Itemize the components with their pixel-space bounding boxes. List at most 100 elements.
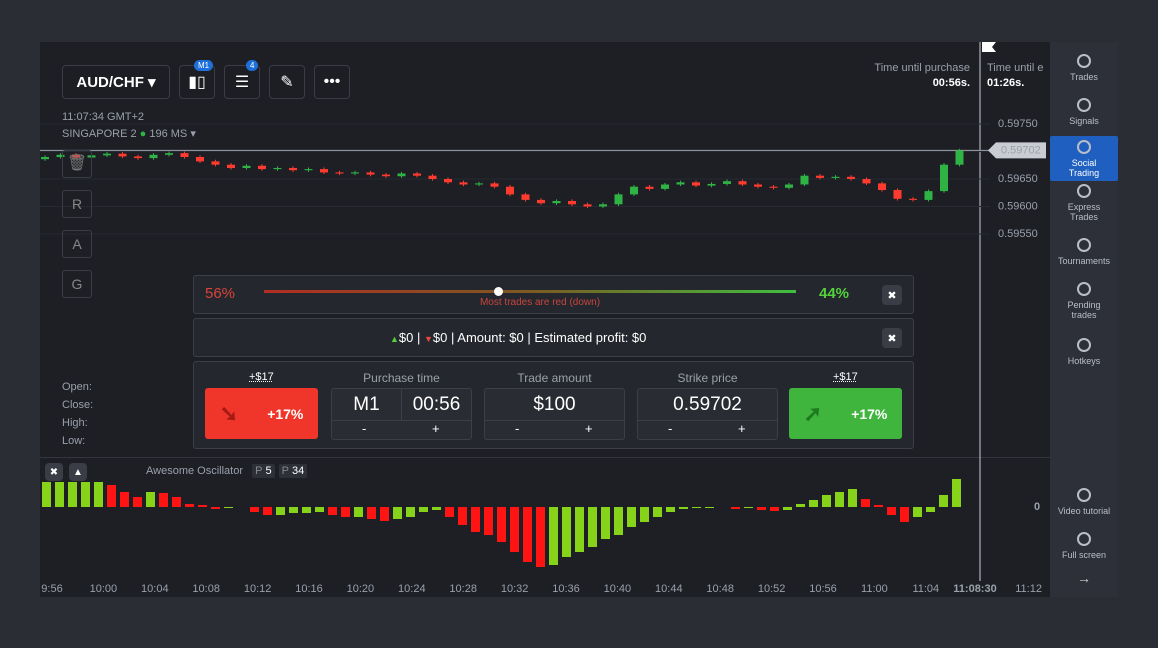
oscillator-bar (731, 507, 740, 509)
indicators[interactable]: ☰ (224, 65, 260, 99)
oscillator-bar (913, 507, 922, 517)
y-tick-label: 0.59750 (998, 118, 1038, 130)
sidebar-label: Signals (1069, 116, 1099, 126)
title: Awesome Oscillator (146, 465, 243, 477)
candle-body (149, 154, 158, 159)
candle-body (754, 184, 762, 187)
ohlc-label: Open: (62, 381, 92, 393)
x-tick-label: 10:32 (501, 583, 529, 595)
time-input[interactable]: M1 00:56 - + (331, 388, 472, 440)
pair-select[interactable]: AUD/CHF ▾ (62, 65, 170, 99)
candle-body (521, 194, 530, 200)
candle-body (428, 175, 437, 179)
oscillator-bar (341, 507, 350, 517)
tool-button[interactable]: A (62, 230, 92, 258)
candle-body (289, 168, 297, 171)
plus[interactable]: + (738, 421, 746, 436)
icon (1077, 532, 1091, 546)
time: 11:07:34 GMT+2 (62, 111, 145, 123)
sidebar-item[interactable]: Tournaments (1050, 234, 1118, 269)
timer: Time until e 01:26s. (987, 62, 1049, 89)
oscillator-bar (510, 507, 519, 552)
trash[interactable]: 🗑 (62, 150, 92, 178)
oscillator-bar (601, 507, 610, 539)
oscillator-bar (874, 505, 883, 507)
sidebar-item[interactable]: Social Trading (1050, 136, 1118, 181)
candle-body (537, 199, 545, 204)
more[interactable]: ••• (314, 65, 350, 99)
trade-panel: +$17 ➘ +17% Purchase time M1 00:56 - + Tra… (193, 361, 914, 449)
server: SINGAPORE 2 (62, 128, 137, 140)
oscillator-bar (458, 507, 467, 525)
sentiment-bar (264, 287, 796, 296)
candle-body (645, 186, 654, 189)
oscillator-bar (666, 507, 675, 512)
candle-body (676, 182, 685, 185)
oscillator-bar (900, 507, 909, 522)
oscillator-bar (55, 482, 64, 507)
minus[interactable]: - (362, 421, 367, 436)
candle-body (707, 183, 716, 186)
oscillator-bar (198, 505, 207, 507)
sidebar-item[interactable]: Signals (1050, 94, 1118, 129)
minus[interactable]: - (515, 421, 520, 436)
time: 00:56 (412, 394, 461, 415)
sidebar: Trades Signals Social Trading Express Trade… (1050, 42, 1118, 597)
sidebar-label: Tournaments (1057, 256, 1111, 266)
pair: AUD/CHF (76, 73, 144, 91)
candle-body (103, 153, 111, 156)
candle-body (955, 150, 964, 165)
amount-input[interactable]: $100 - + (484, 388, 625, 440)
down-amount: $0 (432, 330, 448, 345)
x-tick-label: 10:52 (758, 583, 786, 595)
oscillator-bar (692, 507, 701, 508)
oscillator-bar (289, 507, 298, 513)
close-indicator[interactable]: ✖ (45, 463, 63, 481)
oscillator-bar (523, 507, 532, 562)
oscillator-bar (367, 507, 376, 519)
oscillator-bar (380, 507, 389, 521)
tool-button[interactable]: R (62, 190, 92, 218)
sidebar-item[interactable]: Trades (1050, 50, 1118, 85)
candle-body (909, 198, 917, 200)
oscillator-bar (328, 507, 337, 515)
ping: 196 MS (149, 128, 188, 140)
candle-body (165, 153, 173, 155)
close[interactable]: ✖ (882, 285, 902, 305)
buy-percent: +17% (851, 405, 888, 422)
sidebar-item[interactable]: Pending trades (1050, 278, 1118, 323)
plus[interactable]: + (432, 421, 440, 436)
sell-button[interactable]: ➘ +17% (205, 388, 318, 439)
sidebar-item[interactable]: Full screen (1050, 528, 1118, 563)
sidebar-item[interactable]: Video tutorial (1050, 484, 1118, 519)
oscillator-bar (354, 507, 363, 517)
icon (1077, 98, 1091, 112)
x-tick-label: 11:12 (1015, 583, 1042, 595)
x-tick-label: 10:20 (347, 583, 375, 595)
x-tick-label: 10:56 (809, 583, 837, 595)
oscillator-bar (471, 507, 480, 532)
oscillator-bar (705, 507, 714, 508)
strike-input[interactable]: 0.59702 - + (637, 388, 778, 440)
ohlc-label: Close: (62, 399, 94, 411)
sidebar-item[interactable]: Hotkeys (1050, 334, 1118, 369)
trades-bar: ▲$0 | ▼$0 | Amount: $0 | Estimated profi… (193, 318, 914, 357)
icon (1077, 282, 1091, 296)
x-tick-label: 10:12 (244, 583, 272, 595)
ohlc: Open: Close: High: Low: (62, 378, 93, 450)
collapse[interactable]: ▲ (69, 463, 87, 481)
oscillator-bar (146, 492, 155, 507)
close[interactable]: ✖ (882, 328, 902, 348)
oscillator-bar (796, 504, 805, 507)
collapse-arrow[interactable]: → (1077, 570, 1091, 586)
drawing[interactable]: ✎ (269, 65, 305, 99)
candle-body (258, 165, 266, 170)
plus[interactable]: + (585, 421, 593, 436)
sidebar-item[interactable]: Express Trades (1050, 180, 1118, 225)
minus[interactable]: - (668, 421, 673, 436)
tool-button[interactable]: G (62, 270, 92, 298)
candle-body (769, 186, 778, 188)
candle-body (878, 183, 886, 190)
buy-button[interactable]: ➚ +17% (789, 388, 902, 439)
